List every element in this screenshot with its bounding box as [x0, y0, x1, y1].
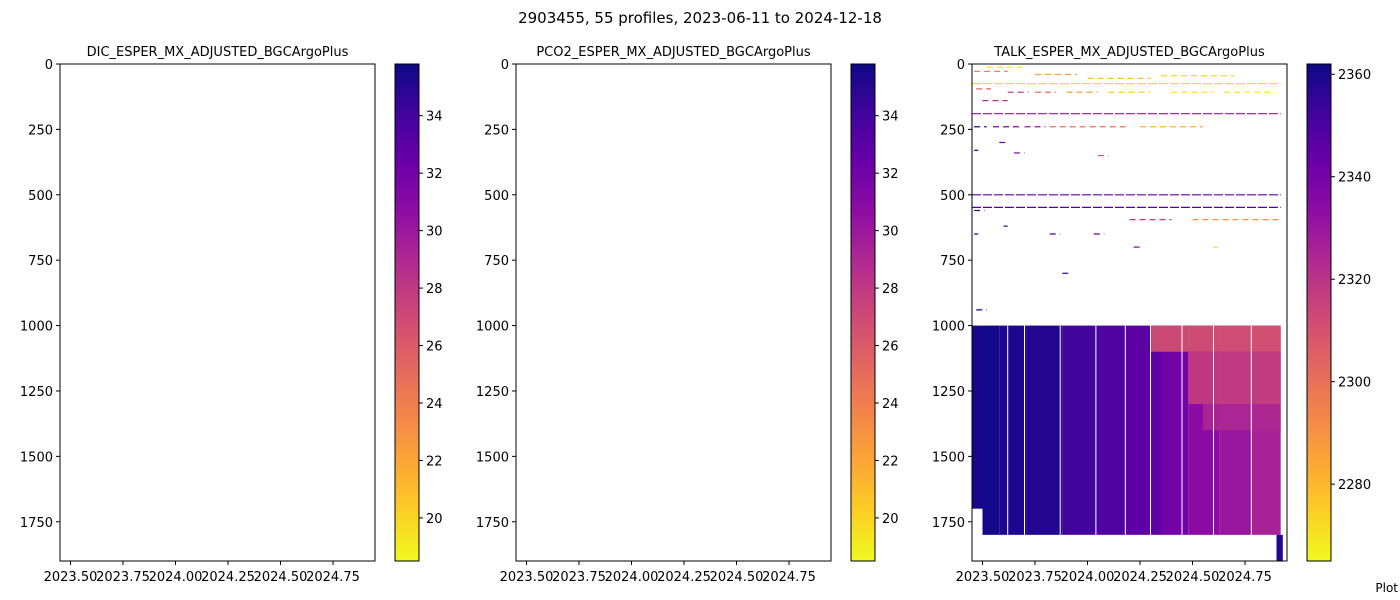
x-tick-label: 2024.25 — [201, 570, 255, 585]
y-tick-label: 1750 — [20, 516, 53, 531]
y-tick-label: 1500 — [932, 450, 965, 465]
x-tick-label: 2024.50 — [710, 570, 764, 585]
y-tick-label: 750 — [940, 254, 965, 269]
colorbar-tick-label: 22 — [882, 454, 899, 469]
x-tick-label: 2024.75 — [306, 570, 360, 585]
deep-column-5 — [1095, 325, 1126, 535]
colorbar-tick-label: 32 — [426, 167, 443, 182]
colorbar-tick-label: 26 — [426, 340, 443, 355]
x-tick-label: 2023.75 — [552, 570, 606, 585]
colorbar-tick-label: 34 — [882, 110, 899, 125]
y-tick-label: 1500 — [476, 450, 509, 465]
x-tick-label: 2024.50 — [1166, 570, 1220, 585]
panel-title: DIC_ESPER_MX_ADJUSTED_BGCArgoPlus — [87, 45, 349, 60]
colorbar-tick-label: 30 — [426, 225, 443, 240]
y-tick-label: 750 — [484, 254, 509, 269]
colorbar-tick-label: 26 — [882, 340, 899, 355]
x-tick-label: 2024.25 — [657, 570, 711, 585]
y-tick-label: 1500 — [20, 450, 53, 465]
x-tick-label: 2024.75 — [1218, 570, 1272, 585]
colorbar-tick-label: 28 — [426, 282, 443, 297]
panel-title: PCO2_ESPER_MX_ADJUSTED_BGCArgoPlus — [536, 45, 811, 60]
y-tick-label: 750 — [28, 254, 53, 269]
colorbar-tick-label: 24 — [882, 397, 899, 412]
axes-frame — [59, 63, 376, 562]
deep-column-6 — [1125, 325, 1161, 535]
y-tick-label: 1250 — [932, 385, 965, 400]
colorbar-tick-label: 28 — [882, 282, 899, 297]
x-tick-label: 2024.00 — [149, 570, 203, 585]
colorbar-tick-label: 32 — [882, 167, 899, 182]
y-tick-label: 500 — [484, 189, 509, 204]
panel-title: TALK_ESPER_MX_ADJUSTED_BGCArgoPlus — [993, 45, 1265, 60]
colorbar-tick-label: 2340 — [1338, 171, 1371, 186]
colorbar — [1306, 63, 1332, 562]
colorbar — [850, 63, 876, 562]
y-tick-label: 500 — [28, 189, 53, 204]
x-tick-label: 2024.50 — [254, 570, 308, 585]
x-tick-label: 2024.00 — [605, 570, 659, 585]
y-tick-label: 250 — [940, 123, 965, 138]
x-tick-label: 2024.25 — [1113, 570, 1167, 585]
colorbar-tick-label: 2280 — [1338, 478, 1371, 493]
tail-column — [1276, 534, 1283, 561]
colorbar-tick-label: 24 — [426, 397, 443, 412]
panel-1: DIC_ESPER_MX_ADJUSTED_BGCArgoPlus 0 250 500… — [20, 45, 443, 585]
deep-column-0 — [972, 325, 983, 509]
colorbar-tick-label: 22 — [426, 454, 443, 469]
x-tick-label: 2023.50 — [44, 570, 98, 585]
y-tick-label: 1250 — [20, 385, 53, 400]
deep-band-1 — [1188, 351, 1281, 405]
deep-column-7 — [1161, 325, 1189, 535]
panel-3: TALK_ESPER_MX_ADJUSTED_BGCArgoPlus 0 250 50… — [932, 45, 1371, 585]
plot-credit: Plot — [1375, 581, 1398, 595]
y-tick-label: 500 — [940, 189, 965, 204]
deep-column-4 — [1062, 325, 1096, 535]
x-tick-label: 2023.75 — [1008, 570, 1062, 585]
colorbar-tick-label: 2320 — [1338, 273, 1371, 288]
y-tick-label: 1000 — [476, 320, 509, 335]
deep-band-0 — [1150, 325, 1281, 352]
x-tick-label: 2023.50 — [956, 570, 1010, 585]
heatmap-data — [972, 66, 1283, 561]
y-tick-label: 0 — [501, 58, 509, 73]
x-tick-label: 2024.75 — [762, 570, 816, 585]
y-tick-label: 1000 — [932, 320, 965, 335]
figure-title: 2903455, 55 profiles, 2023-06-11 to 2024… — [518, 9, 882, 27]
y-tick-label: 1750 — [932, 516, 965, 531]
deep-band-2 — [1203, 404, 1281, 431]
deep-column-1 — [982, 325, 1000, 535]
colorbar-tick-label: 30 — [882, 225, 899, 240]
axes-frame — [971, 63, 1288, 562]
colorbar-tick-label: 2300 — [1338, 376, 1371, 391]
colorbar — [394, 63, 420, 562]
y-tick-label: 1000 — [20, 320, 53, 335]
axes-frame — [515, 63, 832, 562]
y-tick-label: 0 — [957, 58, 965, 73]
y-tick-label: 0 — [45, 58, 53, 73]
y-tick-label: 1750 — [476, 516, 509, 531]
y-tick-label: 1250 — [476, 385, 509, 400]
x-tick-label: 2023.50 — [500, 570, 554, 585]
colorbar-tick-label: 20 — [426, 512, 443, 527]
x-tick-label: 2024.00 — [1061, 570, 1115, 585]
colorbar-tick-label: 20 — [882, 512, 899, 527]
deep-column-3 — [1026, 325, 1063, 535]
deep-column-2 — [999, 325, 1027, 535]
panel-2: PCO2_ESPER_MX_ADJUSTED_BGCArgoPlus 0 250 50… — [476, 45, 899, 585]
y-tick-label: 250 — [484, 123, 509, 138]
colorbar-tick-label: 2360 — [1338, 68, 1371, 83]
colorbar-tick-label: 34 — [426, 110, 443, 125]
x-tick-label: 2023.75 — [96, 570, 150, 585]
y-tick-label: 250 — [28, 123, 53, 138]
